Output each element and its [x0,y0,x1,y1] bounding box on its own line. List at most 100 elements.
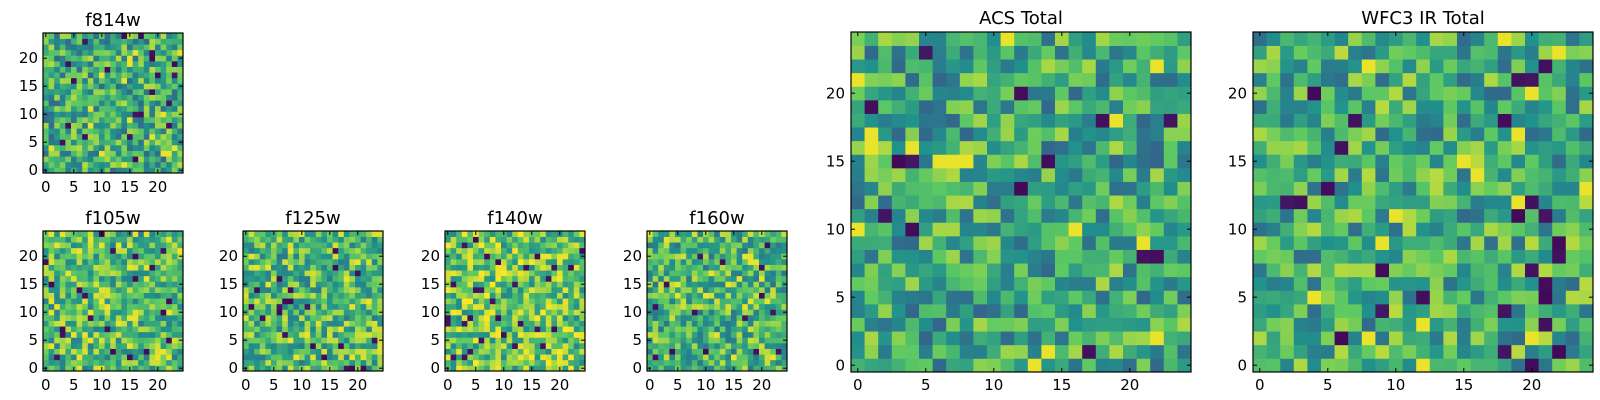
heatmap-cell [680,343,687,349]
heatmap-cell [104,111,111,118]
x-tick-label: 5 [69,376,79,394]
heatmap-cell [557,331,563,338]
heatmap-cell [545,253,552,260]
heatmap-cell [360,354,367,361]
heatmap-cell [48,44,55,51]
heatmap-cell [82,359,89,366]
heatmap-cell [473,253,479,260]
heatmap-cell [1389,263,1403,278]
heatmap-cell [71,83,77,90]
heatmap-cell [166,38,173,45]
heatmap-cell [143,122,150,129]
heatmap-cell [489,331,496,338]
heatmap-cell [115,122,122,129]
heatmap-cell [540,359,547,366]
heatmap-cell [349,236,356,243]
heatmap-cell [87,292,94,299]
heatmap-cell [82,49,89,56]
heatmap-cell [568,348,575,355]
heatmap-cell [155,303,161,310]
heatmap-cell [781,298,788,305]
heatmap-cell [149,111,156,118]
heatmap-cell [143,161,150,168]
heatmap-cell [652,309,659,316]
heatmap-cell [271,292,277,299]
heatmap-cell [719,365,726,372]
heatmap-cell [1163,304,1178,318]
heatmap-cell [138,49,145,56]
heatmap-cell [775,259,782,265]
heatmap-cell [115,259,122,265]
heatmap-cell [770,337,777,344]
heatmap-cell [160,354,167,361]
heatmap-cell [132,247,139,254]
heatmap-cell [99,105,105,112]
heatmap-cell [736,348,743,355]
heatmap-cell [864,304,879,318]
heatmap-cell [287,354,294,361]
heatmap-cell [138,253,145,260]
heatmap-cell [669,292,676,299]
heatmap-cell [271,354,277,361]
heatmap-cell [742,236,749,243]
heatmap-cell [891,344,906,359]
heatmap-cell [1375,181,1390,196]
heatmap-cell [65,44,72,51]
heatmap-cells [243,231,384,372]
heatmap-cell [343,337,350,344]
heatmap-cell [725,281,732,288]
heatmap-cell [160,326,167,333]
heatmap-cell [1361,331,1376,346]
heatmap-cell [76,122,83,129]
heatmap-cell [680,275,687,282]
heatmap-cell [276,354,283,361]
heatmap-cell [121,72,128,79]
heatmap-cell [349,242,356,249]
heatmap-cell [343,309,350,316]
heatmap-cell [121,315,128,321]
heatmap-cell [529,343,535,349]
heatmap-cell [534,270,541,277]
heatmap-cell [1109,168,1124,182]
heatmap-cell [132,253,139,260]
heatmap-cell [1416,304,1431,318]
heatmap-cell [523,320,530,327]
heatmap-cell [149,77,156,84]
heatmap-cell [946,72,961,87]
panel-f160w: f160w 0 5 10 15 20 0 5 10 15 20 [623,208,788,394]
heatmap-cell [82,287,89,293]
heatmap-cell [87,359,94,366]
heatmap-cell [43,354,49,361]
heatmap-cell [104,259,111,265]
heatmap-cell [1000,304,1015,318]
heatmap-cell [1348,59,1363,74]
heatmap-cell [495,331,502,338]
heatmap-cell [343,303,350,310]
heatmap-cell [338,343,345,349]
heatmap-cell [1253,168,1267,182]
heatmap-cell [160,139,167,146]
heatmap-cell [959,59,974,74]
heatmap-cell [932,154,947,169]
heatmap-cell [315,309,322,316]
heatmap-cell [568,287,575,293]
heatmap-cell [104,139,111,146]
heatmap-cell [1293,317,1308,332]
heatmap-cell [461,359,468,366]
heatmap-cell [254,309,261,316]
heatmap-cell [149,33,156,39]
heatmap-cell [1280,100,1295,114]
heatmap-cell [506,287,513,293]
heatmap-cell [1579,222,1594,237]
heatmap-cell [54,242,61,249]
heatmap-cell [1511,168,1526,182]
heatmap-cell [1457,181,1471,196]
heatmap-cell [377,231,384,237]
heatmap-cell [742,343,749,349]
heatmap-cell [959,317,974,332]
heatmap-cell [310,253,317,260]
heatmap-cell [946,100,961,114]
heatmap-cell [355,315,361,321]
heatmap-cell [478,259,485,265]
heatmap-cell [366,231,373,237]
